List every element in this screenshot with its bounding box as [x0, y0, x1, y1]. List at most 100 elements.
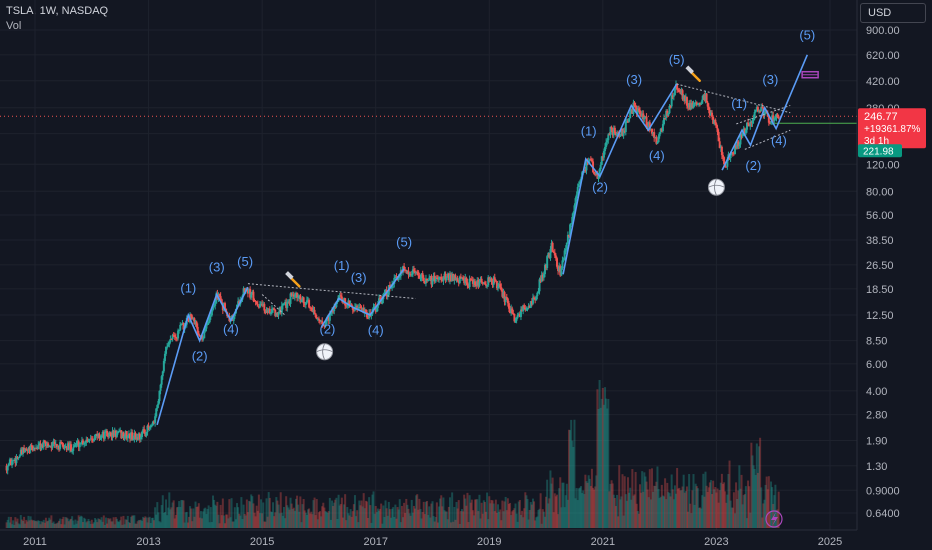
candle-body [192, 318, 195, 320]
support-level-bg [858, 144, 902, 158]
volume-bar [540, 523, 543, 528]
candle-body [515, 317, 518, 321]
wave-label: (4) [368, 323, 384, 338]
candle-body [79, 443, 82, 445]
volume-bar [487, 519, 490, 528]
candle-body [307, 300, 310, 302]
candle-body [772, 115, 775, 122]
volume-bar [381, 523, 384, 528]
candle-body [643, 116, 646, 120]
candle-body [16, 457, 19, 459]
volume-bar [6, 519, 9, 528]
volume-bar [360, 500, 363, 528]
candle-body [277, 312, 280, 316]
candle-body [118, 430, 121, 432]
candle-body [767, 116, 770, 123]
volume-bar [94, 517, 97, 528]
candle-body [359, 307, 362, 309]
volume-bar [656, 466, 659, 528]
candle-body [338, 295, 341, 297]
candle-body [40, 444, 43, 450]
volume-bar [584, 474, 587, 528]
volume-bar [502, 511, 505, 528]
volume-bar [458, 523, 461, 528]
volume-bar [491, 500, 494, 528]
volume-bar [103, 524, 106, 528]
candle-body [96, 434, 99, 437]
volume-bar [158, 521, 161, 528]
time-axis[interactable]: 2011 2013 2015 2017 2019 2021 2023 2025 [23, 536, 842, 548]
volume-bar [764, 484, 767, 528]
candle-body [435, 277, 438, 279]
ball-seams [708, 179, 725, 196]
volume-bar [148, 516, 151, 528]
candle-body [601, 156, 604, 158]
volume-bar [613, 498, 616, 528]
candle-body [313, 309, 316, 314]
candle-body [268, 308, 271, 314]
volume-bar [207, 505, 210, 528]
price-tick-label: 26.50 [866, 260, 894, 272]
volume-bar [621, 474, 624, 528]
volume-bar [585, 481, 588, 528]
candle-body [60, 442, 63, 444]
wave-label: (2) [592, 179, 608, 194]
candle-body [429, 275, 432, 278]
volume-bar [209, 507, 212, 528]
candle-body [43, 440, 46, 442]
candle-body [136, 437, 139, 440]
volume-bar [565, 483, 568, 528]
price-tick-label: 120.00 [866, 159, 900, 171]
volume-bar [72, 520, 75, 528]
wave-label: (2) [745, 158, 761, 173]
candle-body [54, 443, 57, 445]
volume-bar [423, 514, 426, 528]
candle-body [25, 448, 28, 450]
volume-bar [155, 514, 158, 528]
volume-bar [180, 500, 183, 528]
candle-body [365, 312, 368, 318]
volume-indicator-label[interactable]: Vol [6, 20, 22, 32]
candle-body [511, 308, 514, 314]
volume-bar [187, 516, 190, 528]
candle-body [443, 273, 446, 279]
volume-bar [483, 501, 486, 528]
volume-bar [453, 506, 456, 528]
volume-bar [587, 475, 590, 528]
volume-bar [334, 499, 337, 528]
volume-bar [730, 507, 733, 528]
volume-bar [324, 511, 327, 528]
candle-body [424, 278, 427, 284]
volume-bar [241, 519, 244, 528]
volume-bar [765, 476, 768, 528]
volume-bar [110, 521, 113, 528]
candle-body [679, 92, 682, 94]
candle-body [168, 341, 171, 345]
volume-bar [468, 495, 471, 528]
lightning-icon[interactable] [765, 510, 783, 528]
candle-body [190, 314, 193, 317]
price-axis[interactable]: 900.00620.00420.00280.00190.00120.0080.0… [866, 25, 900, 520]
volume-bar [284, 518, 287, 528]
volume-bar [420, 518, 423, 528]
volume-bar [325, 511, 328, 528]
candle-body [80, 440, 83, 444]
candle-body [32, 447, 35, 451]
candle-body [704, 93, 707, 100]
candle-body [198, 335, 201, 337]
volume-bar [738, 465, 741, 528]
candle-body [360, 308, 363, 312]
candle-body [733, 145, 736, 155]
candle-body [141, 431, 144, 438]
candle-body [325, 318, 328, 325]
volume-bar [452, 521, 455, 528]
candle-body [774, 118, 777, 120]
chart-header-symbol[interactable]: TSLA, 1W, NASDAQ [6, 5, 109, 17]
candle-body [232, 316, 235, 321]
candle-body [119, 430, 122, 432]
volume-bar [268, 497, 271, 528]
volume-bar [566, 499, 569, 528]
currency-button[interactable]: USD [860, 3, 926, 23]
volume-bar [249, 501, 252, 528]
